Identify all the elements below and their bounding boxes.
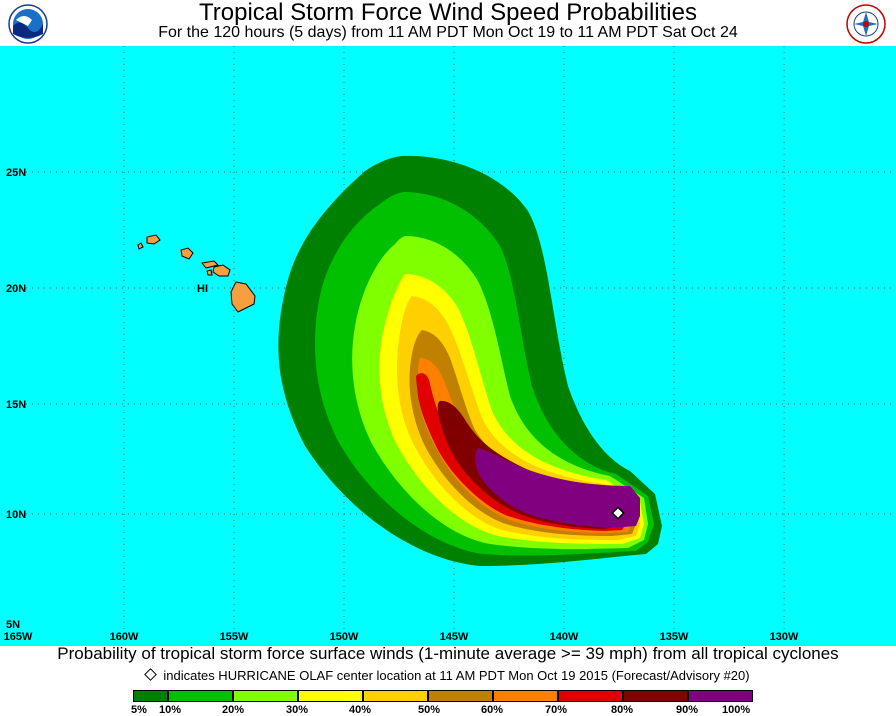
legend-swatch [233, 690, 298, 702]
lon-label: 150W [330, 631, 359, 643]
legend-swatch [623, 690, 688, 702]
lon-label: 155W [220, 631, 249, 643]
island-kauai [146, 234, 161, 245]
lon-label: 145W [440, 631, 469, 643]
legend-swatch [493, 690, 558, 702]
legend-label: 90% [676, 704, 699, 716]
legend-swatch [168, 690, 233, 702]
legend-swatch [558, 690, 623, 702]
legend-swatch [688, 690, 753, 702]
legend-label: 70% [545, 704, 568, 716]
storm-marker-key-icon [144, 668, 158, 681]
legend-label: 10% [159, 704, 182, 716]
legend-swatch [133, 690, 168, 702]
island-hawaii-big [230, 281, 256, 313]
legend-swatch [298, 690, 363, 702]
lat-label: 5N [6, 619, 20, 631]
lat-label: 15N [6, 399, 26, 411]
lon-label: 165W [4, 631, 33, 643]
page-title: Tropical Storm Force Wind Speed Probabil… [199, 0, 697, 26]
legend-label: 5% [131, 704, 147, 716]
island-molokai [201, 260, 219, 269]
contour-90-percent [475, 448, 640, 528]
legend-label: 50% [418, 704, 441, 716]
lon-label: 140W [550, 631, 579, 643]
island-maui [212, 264, 231, 277]
latitude-labels: 25N 20N 15N 10N 5N [6, 167, 26, 631]
legend-label: 100% [722, 704, 751, 716]
legend-label: 30% [286, 704, 309, 716]
marker-note-text: indicates HURRICANE OLAF center location… [163, 668, 750, 683]
legend-label: 40% [349, 704, 372, 716]
probability-contours [278, 155, 662, 566]
national-weather-service-logo-icon [846, 4, 886, 44]
page-subtitle: For the 120 hours (5 days) from 11 AM PD… [158, 24, 738, 41]
legend-label: 20% [222, 704, 245, 716]
lat-label: 25N [6, 167, 26, 179]
legend-label: 60% [481, 704, 504, 716]
hawaii-label: HI [197, 283, 208, 295]
legend-swatch [428, 690, 493, 702]
legend-swatch [363, 690, 428, 702]
lat-label: 10N [6, 509, 26, 521]
island-oahu [180, 247, 194, 260]
legend-label: 80% [611, 704, 634, 716]
lon-label: 135W [660, 631, 689, 643]
map-canvas: HI 25N 20N 15N 10N 5N 165W 160W 155W 150… [0, 46, 896, 646]
map-caption: Probability of tropical storm force surf… [57, 644, 839, 663]
island-niihau [137, 242, 144, 250]
lon-label: 130W [770, 631, 799, 643]
probability-map: HI 25N 20N 15N 10N 5N 165W 160W 155W 150… [0, 46, 896, 646]
longitude-labels: 165W 160W 155W 150W 145W 140W 135W 130W [4, 631, 799, 643]
island-lanai [206, 269, 213, 276]
storm-center-marker [611, 506, 625, 520]
header: Tropical Storm Force Wind Speed Probabil… [0, 0, 896, 46]
hawaii-islands [137, 234, 256, 313]
noaa-logo-icon [8, 4, 48, 44]
lat-label: 20N [6, 283, 26, 295]
marker-note: indicates HURRICANE OLAF center location… [0, 668, 896, 684]
lon-label: 160W [110, 631, 139, 643]
